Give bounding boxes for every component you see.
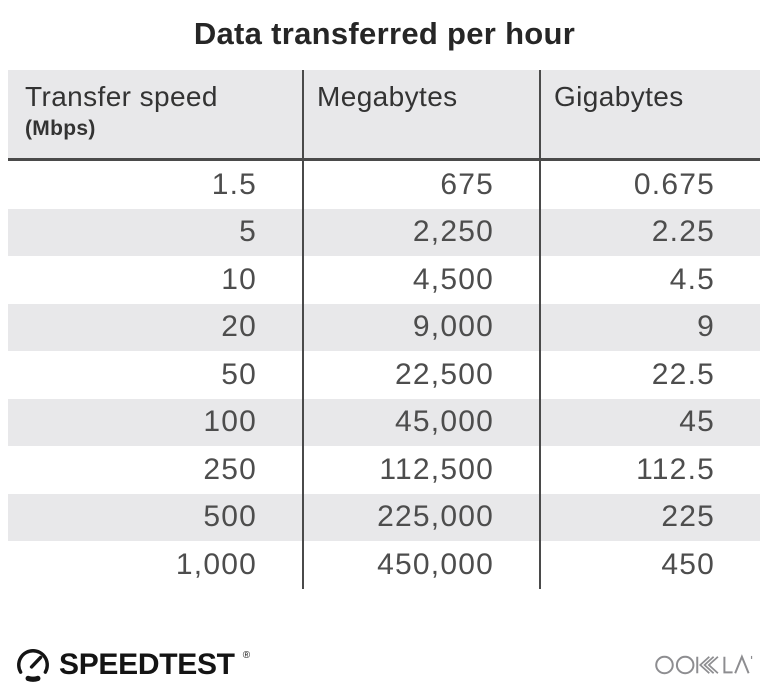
table-row: 250 112,500 112.5 xyxy=(8,446,760,494)
column-header-megabytes: Megabytes xyxy=(302,70,539,158)
cell-transfer-speed: 500 xyxy=(203,500,257,534)
cell-megabytes: 45,000 xyxy=(302,398,539,446)
table-row: 1.5 675 0.675 xyxy=(8,161,760,209)
cell-transfer-speed: 250 xyxy=(203,452,257,486)
cell-gigabytes: 225 xyxy=(539,493,760,541)
cell-gigabytes: 112.5 xyxy=(539,446,760,494)
cell-megabytes: 450,000 xyxy=(302,541,539,589)
cell-transfer-speed: 50 xyxy=(221,357,257,391)
data-table: Transfer speed (Mbps) Megabytes Gigabyte… xyxy=(8,70,760,589)
column-header-sublabel: (Mbps) xyxy=(25,117,96,140)
cell-megabytes: 675 xyxy=(302,161,539,209)
table-row: 5 2,250 2.25 xyxy=(8,208,760,256)
column-header-label: Transfer speed xyxy=(25,81,218,112)
speedtest-logo: SPEEDTEST ® xyxy=(14,646,251,684)
table-row: 50 22,500 22.5 xyxy=(8,351,760,399)
page-title: Data transferred per hour xyxy=(193,16,576,51)
registered-trademark-symbol: ® xyxy=(242,649,251,661)
cell-transfer-speed: 1,000 xyxy=(175,547,257,581)
table-row: 100 45,000 45 xyxy=(8,398,760,446)
gauge-icon xyxy=(14,646,52,684)
speedtest-wordmark: SPEEDTEST xyxy=(59,648,235,681)
column-header-label: Megabytes xyxy=(317,81,458,112)
ookla-logo: OOKLA xyxy=(655,652,755,678)
table-row: 1,000 450,000 450 xyxy=(8,541,760,589)
cell-transfer-speed: 100 xyxy=(203,405,257,439)
table-row: 500 225,000 225 xyxy=(8,493,760,541)
cell-transfer-speed: 1.5 xyxy=(211,167,257,201)
table-header-row: Transfer speed (Mbps) Megabytes Gigabyte… xyxy=(8,70,760,161)
cell-megabytes: 2,250 xyxy=(302,208,539,256)
cell-transfer-speed: 5 xyxy=(239,215,257,249)
column-header-label: Gigabytes xyxy=(554,81,684,112)
cell-megabytes: 22,500 xyxy=(302,351,539,399)
column-header-transfer-speed: Transfer speed (Mbps) xyxy=(8,70,302,158)
column-header-gigabytes: Gigabytes xyxy=(539,70,760,158)
ookla-wordmark xyxy=(655,652,755,678)
cell-transfer-speed: 10 xyxy=(221,262,257,296)
footer: SPEEDTEST ® OOKLA xyxy=(0,646,769,684)
cell-megabytes: 9,000 xyxy=(302,303,539,351)
cell-megabytes: 225,000 xyxy=(302,493,539,541)
cell-megabytes: 4,500 xyxy=(302,256,539,304)
cell-gigabytes: 22.5 xyxy=(539,351,760,399)
table-row: 20 9,000 9 xyxy=(8,303,760,351)
cell-gigabytes: 2.25 xyxy=(539,208,760,256)
cell-gigabytes: 4.5 xyxy=(539,256,760,304)
cell-gigabytes: 0.675 xyxy=(539,161,760,209)
cell-gigabytes: 45 xyxy=(539,398,760,446)
table-row: 10 4,500 4.5 xyxy=(8,256,760,304)
cell-transfer-speed: 20 xyxy=(221,310,257,344)
cell-megabytes: 112,500 xyxy=(302,446,539,494)
cell-gigabytes: 9 xyxy=(539,303,760,351)
cell-gigabytes: 450 xyxy=(539,541,760,589)
